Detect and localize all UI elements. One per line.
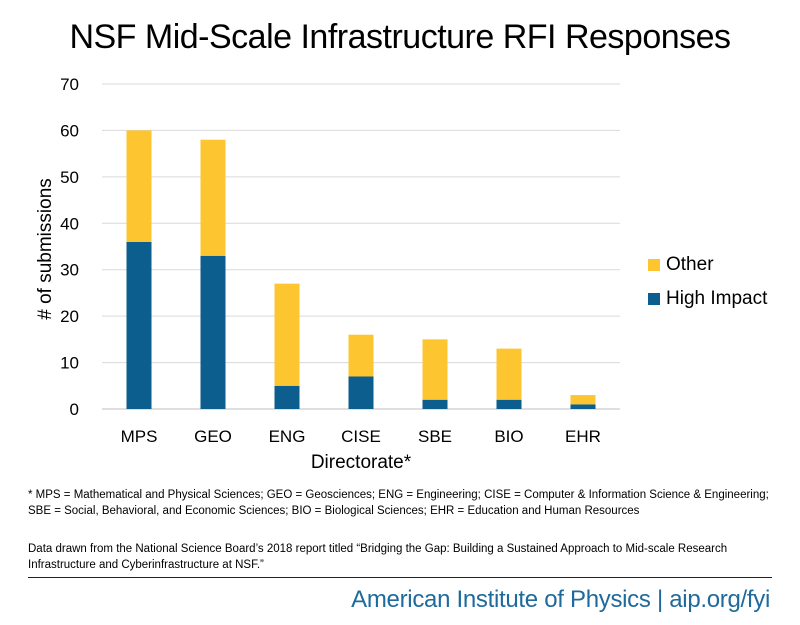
brand-footer: American Institute of Physics | aip.org/… [351,586,770,613]
y-tick-label: 60 [60,121,79,140]
legend-item-other: Other [648,248,767,282]
x-tick-label: ENG [269,427,306,446]
y-tick-label: 40 [60,214,79,233]
y-tick-labels: 0 10 20 30 40 50 60 70 [60,75,79,419]
bar-eng-other [274,283,300,386]
source-note: Data drawn from the National Science Boa… [28,543,728,571]
bar-mps-high-impact [126,241,152,409]
bar-ehr-high-impact [570,404,596,409]
y-tick-label: 30 [60,261,79,280]
legend-swatch-other [648,259,660,271]
legend-label-high-impact: High Impact [666,288,768,309]
x-tick-label: EHR [565,427,601,446]
x-tick-label: BIO [494,427,523,446]
x-axis-label: Directorate* [311,452,412,473]
y-tick-label: 10 [60,354,79,373]
y-axis-label: # of submissions [35,178,56,320]
bar-sbe-other [422,339,448,400]
legend-label-other: Other [666,254,714,275]
y-tick-label: 20 [60,307,79,326]
footnote: * MPS = Mathematical and Physical Scienc… [28,489,769,517]
bar-bio-high-impact [496,399,522,409]
bar-ehr-other [570,395,596,405]
y-tick-label: 50 [60,168,79,187]
x-tick-label: MPS [121,427,158,446]
bar-eng-high-impact [274,385,300,409]
bar-geo-other [200,139,226,256]
x-tick-label: SBE [418,427,452,446]
legend-item-high-impact: High Impact [648,282,767,316]
bar-sbe-high-impact [422,399,448,409]
bars [126,130,596,409]
chart-title: NSF Mid-Scale Infrastructure RFI Respons… [69,18,731,56]
bar-bio-other [496,348,522,400]
x-tick-label: CISE [341,427,381,446]
stacked-bar-chart: 0 10 20 30 40 50 60 70 MPS GEO ENG CISE SBE BIO EHR #… [35,75,620,473]
legend: Other High Impact [648,248,767,316]
x-tick-labels: MPS GEO ENG CISE SBE BIO EHR [121,427,601,446]
bar-cise-other [348,334,374,377]
divider [28,577,772,578]
y-tick-label: 70 [60,75,79,94]
x-tick-label: GEO [194,427,232,446]
legend-swatch-high-impact [648,293,660,305]
bar-mps-other [126,130,152,242]
bar-geo-high-impact [200,255,226,409]
y-tick-label: 0 [70,400,79,419]
bar-cise-high-impact [348,376,374,409]
